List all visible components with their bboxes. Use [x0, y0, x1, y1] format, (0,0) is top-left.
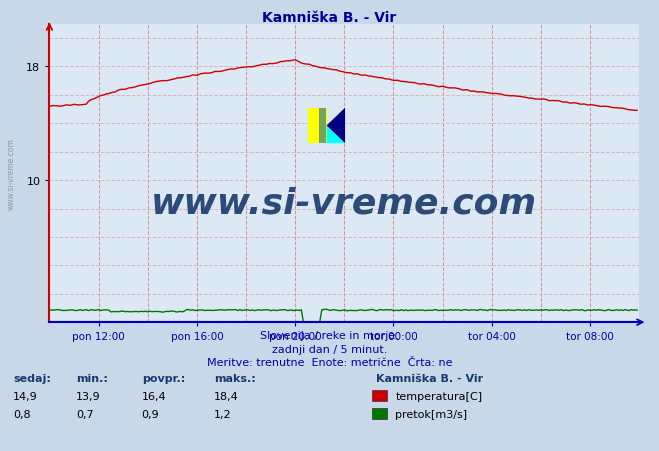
Text: 0,9: 0,9	[142, 409, 159, 419]
Text: www.si-vreme.com: www.si-vreme.com	[7, 138, 16, 210]
Text: Slovenija / reke in morje.: Slovenija / reke in morje.	[260, 331, 399, 341]
Text: Kamniška B. - Vir: Kamniška B. - Vir	[262, 11, 397, 25]
Text: 16,4: 16,4	[142, 391, 166, 401]
Text: Kamniška B. - Vir: Kamniška B. - Vir	[376, 373, 483, 383]
Text: temperatura[C]: temperatura[C]	[395, 391, 482, 401]
Polygon shape	[327, 126, 345, 144]
Text: zadnji dan / 5 minut.: zadnji dan / 5 minut.	[272, 344, 387, 354]
Polygon shape	[327, 108, 345, 144]
Text: sedaj:: sedaj:	[13, 373, 51, 383]
Text: 0,8: 0,8	[13, 409, 31, 419]
Text: 0,7: 0,7	[76, 409, 94, 419]
Text: min.:: min.:	[76, 373, 107, 383]
Text: 14,9: 14,9	[13, 391, 38, 401]
Text: 13,9: 13,9	[76, 391, 100, 401]
Text: povpr.:: povpr.:	[142, 373, 185, 383]
Text: 18,4: 18,4	[214, 391, 239, 401]
Text: www.si-vreme.com: www.si-vreme.com	[152, 186, 537, 221]
Bar	[308, 108, 327, 144]
Text: maks.:: maks.:	[214, 373, 256, 383]
Text: Meritve: trenutne  Enote: metrične  Črta: ne: Meritve: trenutne Enote: metrične Črta: …	[207, 358, 452, 368]
Text: 1,2: 1,2	[214, 409, 232, 419]
Polygon shape	[319, 108, 326, 144]
Text: pretok[m3/s]: pretok[m3/s]	[395, 409, 467, 419]
